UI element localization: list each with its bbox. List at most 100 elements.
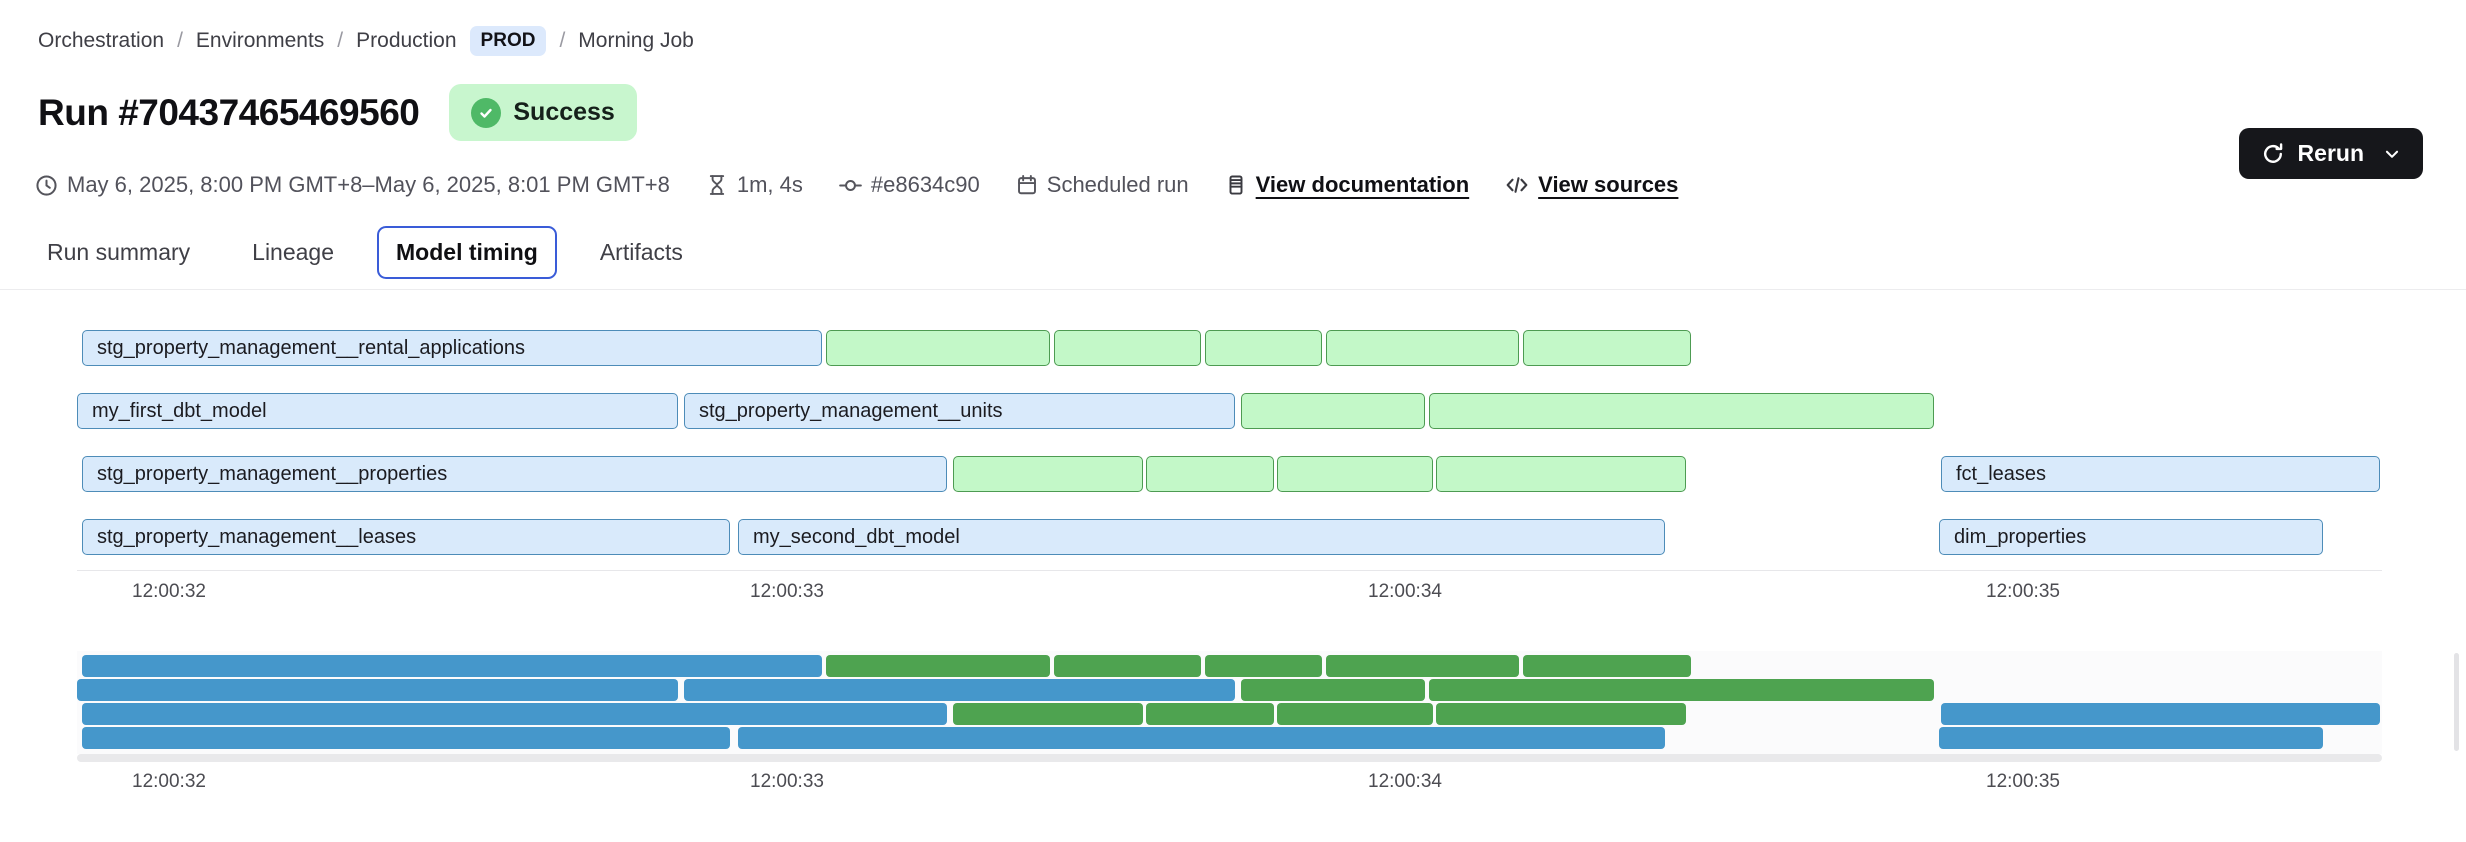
minimap-bar xyxy=(953,703,1143,725)
git-commit-icon xyxy=(839,174,862,197)
tab-bar: Run summary Lineage Model timing Artifac… xyxy=(28,226,702,279)
breadcrumb-orchestration[interactable]: Orchestration xyxy=(38,29,164,53)
axis-tick-label: 12:00:34 xyxy=(1368,771,1442,793)
trigger-item: Scheduled run xyxy=(1016,172,1189,198)
breadcrumb-production[interactable]: Production xyxy=(356,29,456,53)
minimap-bar xyxy=(1523,655,1691,677)
minimap-bar xyxy=(1277,703,1433,725)
environment-prod-badge: PROD xyxy=(470,26,547,56)
gantt-bar-model[interactable]: stg_property_management__leases xyxy=(82,519,730,555)
gantt-bar-label: fct_leases xyxy=(1942,457,2379,491)
gantt-bar-test[interactable] xyxy=(826,330,1050,366)
gantt-bar-test[interactable] xyxy=(1523,330,1691,366)
vertical-scrollbar[interactable] xyxy=(2454,653,2459,751)
document-icon xyxy=(1225,174,1247,196)
axis-tick-label: 12:00:33 xyxy=(750,581,824,603)
gantt-bar-test[interactable] xyxy=(1054,330,1201,366)
view-documentation-link[interactable]: View documentation xyxy=(1256,172,1470,198)
gantt-bar-test[interactable] xyxy=(1277,456,1433,492)
gantt-bar-label: stg_property_management__rental_applicat… xyxy=(83,331,821,365)
gantt-bar-label: dim_properties xyxy=(1940,520,2322,554)
tab-lineage[interactable]: Lineage xyxy=(233,226,353,279)
gantt-bar-model[interactable]: stg_property_management__rental_applicat… xyxy=(82,330,822,366)
gantt-bar-model[interactable]: my_first_dbt_model xyxy=(77,393,678,429)
minimap-bar xyxy=(1939,727,2323,749)
success-check-icon xyxy=(471,98,501,128)
minimap-bar xyxy=(1436,703,1686,725)
breadcrumb: Orchestration / Environments / Productio… xyxy=(38,26,694,56)
gantt-bar-model[interactable]: stg_property_management__units xyxy=(684,393,1235,429)
horizontal-scrollbar[interactable] xyxy=(77,754,2382,762)
minimap-bar xyxy=(1326,655,1519,677)
commit-sha-label: #e8634c90 xyxy=(871,172,980,198)
minimap-bar xyxy=(684,679,1235,701)
documentation-item: View documentation xyxy=(1225,172,1470,198)
tab-bar-divider xyxy=(0,289,2466,290)
code-icon xyxy=(1505,173,1529,197)
gantt-bar-test[interactable] xyxy=(953,456,1143,492)
minimap-bar xyxy=(82,727,730,749)
minimap-bar xyxy=(826,655,1050,677)
refresh-icon xyxy=(2261,142,2285,166)
minimap-bar xyxy=(77,679,678,701)
gantt-bar-label: stg_property_management__properties xyxy=(83,457,946,491)
time-range-label: May 6, 2025, 8:00 PM GMT+8–May 6, 2025, … xyxy=(67,172,670,198)
axis-tick-label: 12:00:35 xyxy=(1986,771,2060,793)
gantt-bar-test[interactable] xyxy=(1429,393,1934,429)
page-title: Run #70437465469560 xyxy=(38,92,419,134)
gantt-bar-label: stg_property_management__units xyxy=(685,394,1234,428)
commit-item: #e8634c90 xyxy=(839,172,980,198)
hourglass-icon xyxy=(706,174,728,196)
gantt-bar-test[interactable] xyxy=(1146,456,1274,492)
gantt-bar-model[interactable]: my_second_dbt_model xyxy=(738,519,1665,555)
gantt-bar-label: stg_property_management__leases xyxy=(83,520,729,554)
tab-run-summary[interactable]: Run summary xyxy=(28,226,209,279)
minimap-bar xyxy=(1941,703,2380,725)
minimap-bar xyxy=(1054,655,1201,677)
rerun-button-label: Rerun xyxy=(2298,140,2364,167)
breadcrumb-morning-job[interactable]: Morning Job xyxy=(578,29,694,53)
duration-item: 1m, 4s xyxy=(706,172,803,198)
minimap-bar xyxy=(82,703,947,725)
axis-tick-label: 12:00:35 xyxy=(1986,581,2060,603)
tab-artifacts[interactable]: Artifacts xyxy=(581,226,702,279)
gantt-axis-line xyxy=(77,570,2382,571)
minimap-bar xyxy=(1146,703,1274,725)
gantt-bar-model[interactable]: dim_properties xyxy=(1939,519,2323,555)
minimap-bar xyxy=(1429,679,1934,701)
minimap-bar xyxy=(738,727,1665,749)
axis-tick-label: 12:00:32 xyxy=(132,771,206,793)
axis-tick-label: 12:00:32 xyxy=(132,581,206,603)
run-meta-row: May 6, 2025, 8:00 PM GMT+8–May 6, 2025, … xyxy=(35,172,1678,198)
breadcrumb-separator: / xyxy=(559,29,565,53)
breadcrumb-separator: / xyxy=(337,29,343,53)
rerun-button[interactable]: Rerun xyxy=(2239,128,2423,179)
gantt-bar-test[interactable] xyxy=(1326,330,1519,366)
trigger-label: Scheduled run xyxy=(1047,172,1189,198)
status-badge: Success xyxy=(449,84,636,141)
gantt-bar-model[interactable]: fct_leases xyxy=(1941,456,2380,492)
minimap-bar xyxy=(82,655,822,677)
view-sources-link[interactable]: View sources xyxy=(1538,172,1678,198)
minimap-bar xyxy=(1205,655,1322,677)
run-detail-page: Orchestration / Environments / Productio… xyxy=(0,0,2466,842)
gantt-bar-label: my_second_dbt_model xyxy=(739,520,1664,554)
gantt-bar-test[interactable] xyxy=(1436,456,1686,492)
gantt-bar-test[interactable] xyxy=(1241,393,1425,429)
sources-item: View sources xyxy=(1505,172,1678,198)
axis-tick-label: 12:00:33 xyxy=(750,771,824,793)
time-range-item: May 6, 2025, 8:00 PM GMT+8–May 6, 2025, … xyxy=(35,172,670,198)
chevron-down-icon[interactable] xyxy=(2383,145,2401,163)
duration-label: 1m, 4s xyxy=(737,172,803,198)
breadcrumb-separator: / xyxy=(177,29,183,53)
calendar-icon xyxy=(1016,174,1038,196)
gantt-bar-test[interactable] xyxy=(1205,330,1322,366)
axis-tick-label: 12:00:34 xyxy=(1368,581,1442,603)
gantt-bar-model[interactable]: stg_property_management__properties xyxy=(82,456,947,492)
minimap-bar xyxy=(1241,679,1425,701)
breadcrumb-environments[interactable]: Environments xyxy=(196,29,324,53)
tab-model-timing[interactable]: Model timing xyxy=(377,226,557,279)
gantt-bar-label: my_first_dbt_model xyxy=(78,394,677,428)
title-row: Run #70437465469560 Success xyxy=(38,84,637,141)
status-badge-label: Success xyxy=(513,98,614,127)
